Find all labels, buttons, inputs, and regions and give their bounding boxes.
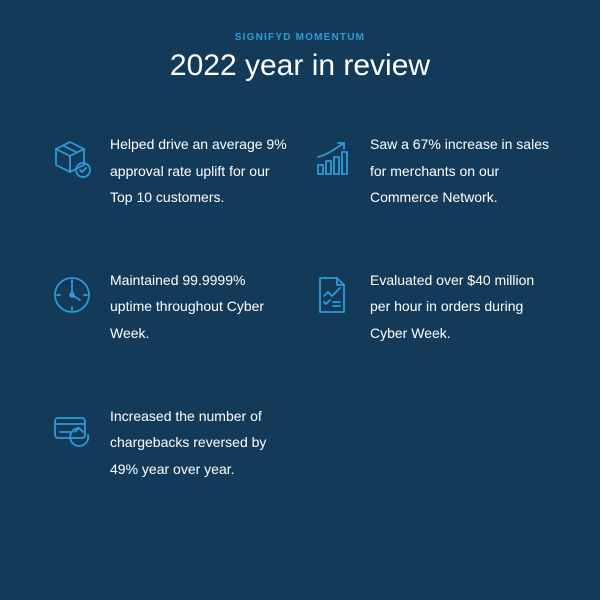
- page-title: 2022 year in review: [50, 49, 550, 83]
- stat-approval-uplift: Helped drive an average 9% approval rate…: [50, 131, 290, 211]
- clock-icon: [50, 273, 94, 317]
- eyebrow: SIGNIFYD MOMENTUM: [50, 32, 550, 43]
- stat-text: Saw a 67% increase in sales for merchant…: [370, 131, 550, 211]
- infographic-page: SIGNIFYD MOMENTUM 2022 year in review He…: [0, 0, 600, 600]
- stat-text: Maintained 99.9999% uptime throughout Cy…: [110, 267, 290, 347]
- chargeback-icon: [50, 409, 94, 453]
- stat-text: Helped drive an average 9% approval rate…: [110, 131, 290, 211]
- stat-uptime: Maintained 99.9999% uptime throughout Cy…: [50, 267, 290, 347]
- stats-grid: Helped drive an average 9% approval rate…: [50, 131, 550, 482]
- stat-chargebacks: Increased the number of chargebacks reve…: [50, 403, 290, 483]
- growth-chart-icon: [310, 137, 354, 181]
- report-icon: [310, 273, 354, 317]
- stat-orders-evaluated: Evaluated over $40 million per hour in o…: [310, 267, 550, 347]
- stat-sales-increase: Saw a 67% increase in sales for merchant…: [310, 131, 550, 211]
- stat-text: Increased the number of chargebacks reve…: [110, 403, 290, 483]
- stat-text: Evaluated over $40 million per hour in o…: [370, 267, 550, 347]
- package-check-icon: [50, 137, 94, 181]
